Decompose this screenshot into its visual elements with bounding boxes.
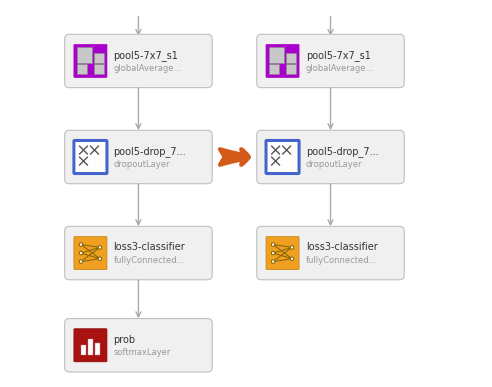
- Circle shape: [98, 246, 102, 249]
- Bar: [88, 339, 93, 355]
- FancyBboxPatch shape: [266, 140, 299, 173]
- Bar: [94, 53, 104, 63]
- Bar: [77, 47, 92, 63]
- Bar: [94, 65, 104, 74]
- Text: softmaxLayer: softmaxLayer: [114, 348, 171, 357]
- FancyBboxPatch shape: [64, 34, 212, 87]
- FancyBboxPatch shape: [257, 130, 404, 184]
- FancyBboxPatch shape: [74, 45, 107, 77]
- Text: loss3-classifier: loss3-classifier: [114, 242, 185, 252]
- Text: pool5-drop_7...: pool5-drop_7...: [114, 146, 186, 157]
- Circle shape: [272, 243, 275, 246]
- Text: pool5-7x7_s1: pool5-7x7_s1: [114, 50, 179, 61]
- FancyBboxPatch shape: [257, 34, 404, 87]
- Circle shape: [79, 260, 83, 263]
- FancyBboxPatch shape: [257, 226, 404, 280]
- Bar: [77, 65, 87, 74]
- FancyBboxPatch shape: [74, 329, 107, 362]
- Bar: [269, 47, 284, 63]
- FancyBboxPatch shape: [74, 236, 107, 270]
- Circle shape: [272, 260, 275, 263]
- FancyBboxPatch shape: [64, 130, 212, 184]
- FancyBboxPatch shape: [74, 140, 107, 173]
- Circle shape: [290, 257, 294, 260]
- Text: pool5-drop_7...: pool5-drop_7...: [306, 146, 378, 157]
- FancyBboxPatch shape: [266, 236, 299, 270]
- Circle shape: [79, 251, 83, 255]
- Circle shape: [79, 243, 83, 246]
- FancyBboxPatch shape: [64, 226, 212, 280]
- Bar: [286, 65, 296, 74]
- Text: globalAverage...: globalAverage...: [114, 63, 182, 72]
- Circle shape: [290, 246, 294, 249]
- FancyBboxPatch shape: [266, 45, 299, 77]
- Bar: [81, 345, 86, 355]
- Text: loss3-classifier: loss3-classifier: [306, 242, 377, 252]
- Text: globalAverage...: globalAverage...: [306, 63, 374, 72]
- Text: pool5-7x7_s1: pool5-7x7_s1: [306, 50, 370, 61]
- Text: prob: prob: [114, 334, 136, 344]
- Text: dropoutLayer: dropoutLayer: [306, 159, 362, 169]
- Text: dropoutLayer: dropoutLayer: [114, 159, 170, 169]
- Bar: [286, 53, 296, 63]
- Text: fullyConnected...: fullyConnected...: [306, 256, 377, 265]
- FancyBboxPatch shape: [64, 319, 212, 372]
- Bar: [269, 65, 279, 74]
- Bar: [95, 343, 100, 355]
- Circle shape: [272, 251, 275, 255]
- Circle shape: [98, 257, 102, 260]
- Text: fullyConnected...: fullyConnected...: [114, 256, 185, 265]
